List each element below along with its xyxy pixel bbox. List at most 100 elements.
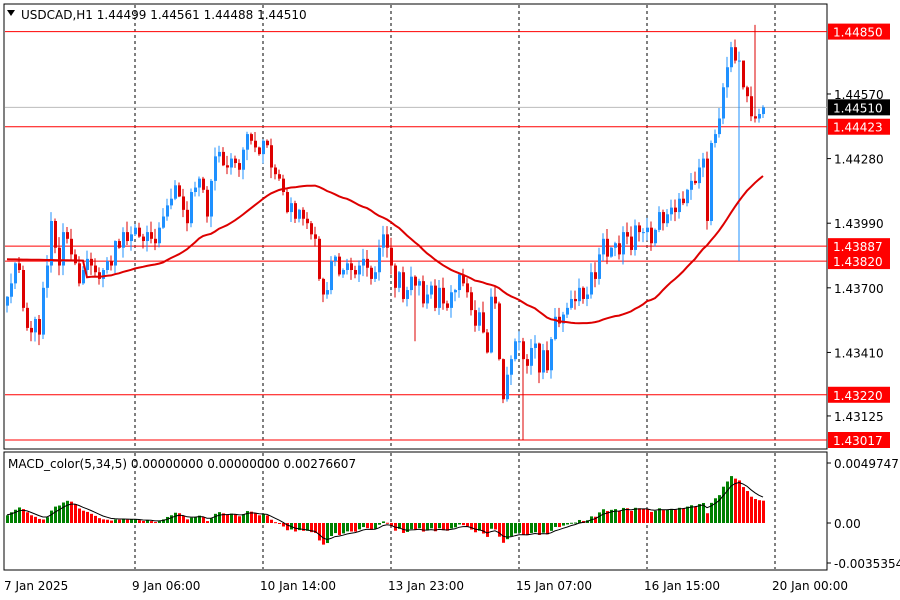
candle — [194, 181, 197, 197]
macd-bar — [58, 505, 61, 523]
candle — [246, 131, 249, 161]
macd-bar — [718, 495, 721, 523]
macd-histogram — [6, 476, 765, 545]
macd-bar — [550, 523, 553, 531]
macd-bar — [518, 523, 521, 533]
macd-bar — [262, 514, 265, 523]
candle — [646, 217, 649, 241]
macd-bar — [130, 519, 133, 523]
candle — [206, 186, 209, 223]
candle — [710, 140, 713, 226]
candle — [718, 108, 721, 138]
time-label: 7 Jan 2025 — [4, 579, 68, 593]
candle — [282, 174, 285, 196]
candle — [326, 282, 329, 299]
macd-bar — [706, 513, 709, 523]
moving-average-line — [6, 175, 764, 325]
macd-bar — [538, 523, 541, 535]
macd-bar — [622, 507, 625, 523]
candle — [762, 105, 765, 118]
candle — [234, 155, 237, 168]
macd-bar — [46, 517, 49, 523]
candle — [182, 188, 185, 218]
macd-bar — [342, 523, 345, 534]
candle — [50, 212, 53, 273]
price-panel-frame — [3, 3, 828, 450]
macd-bar — [742, 487, 745, 523]
candle — [198, 176, 201, 197]
candle — [74, 249, 77, 266]
candle — [530, 339, 533, 375]
macd-bar — [102, 519, 105, 523]
candle — [258, 146, 261, 156]
level-label: 1.44850 — [833, 26, 883, 40]
candle — [146, 225, 149, 252]
candle — [658, 206, 661, 233]
candle — [10, 273, 13, 304]
level-label: 1.43887 — [833, 240, 883, 254]
candle — [30, 320, 33, 342]
macd-bar — [310, 523, 313, 533]
candle — [102, 267, 105, 288]
candle — [346, 258, 349, 275]
macd-bar — [402, 523, 405, 533]
candle — [402, 266, 405, 303]
candle — [374, 266, 377, 283]
macd-bar — [154, 522, 157, 524]
macd-bar — [478, 523, 481, 531]
candle — [426, 284, 429, 309]
macd-bar — [414, 523, 417, 530]
candle — [502, 358, 505, 404]
macd-bar — [482, 523, 485, 534]
candle — [290, 197, 293, 223]
candle — [546, 341, 549, 373]
macd-bar — [314, 523, 317, 533]
macd-bar — [382, 521, 385, 523]
macd-bar — [670, 508, 673, 523]
candle — [442, 277, 445, 310]
macd-bar — [94, 515, 97, 523]
macd-bar — [278, 523, 281, 524]
candle — [150, 221, 153, 244]
time-label: 20 Jan 00:00 — [772, 579, 848, 593]
candle — [694, 171, 697, 185]
macd-bar — [574, 522, 577, 524]
candle — [90, 252, 93, 275]
macd-bar — [714, 498, 717, 523]
time-label: 10 Jan 14:00 — [260, 579, 336, 593]
macd-bar — [34, 516, 37, 523]
macd-bar — [566, 523, 569, 525]
candle — [602, 233, 605, 262]
macd-bar — [754, 498, 757, 523]
candle — [294, 200, 297, 223]
candle — [174, 180, 177, 201]
macd-bar — [90, 513, 93, 523]
candle — [510, 355, 513, 385]
macd-bar — [150, 521, 153, 523]
macd-bar — [426, 523, 429, 531]
candle — [494, 286, 497, 309]
candle — [94, 258, 97, 277]
macd-bar — [334, 523, 337, 534]
macd-bar — [430, 523, 433, 529]
candle — [430, 281, 433, 299]
macd-bar — [490, 523, 493, 529]
macd-bar — [602, 509, 605, 523]
macd-bar — [362, 523, 365, 528]
candle — [754, 24, 757, 123]
triangle-down-icon[interactable] — [7, 10, 15, 16]
macd-bar — [122, 518, 125, 523]
macd-bar — [318, 523, 321, 541]
candle — [498, 301, 501, 361]
candle — [334, 255, 337, 267]
candle — [178, 182, 181, 198]
macd-bar — [398, 523, 401, 529]
macd-bar — [10, 512, 13, 523]
macd-bar — [218, 512, 221, 523]
macd-bar — [458, 523, 461, 525]
macd-bar — [674, 509, 677, 523]
time-label: 9 Jan 06:00 — [132, 579, 200, 593]
candle — [270, 138, 273, 179]
